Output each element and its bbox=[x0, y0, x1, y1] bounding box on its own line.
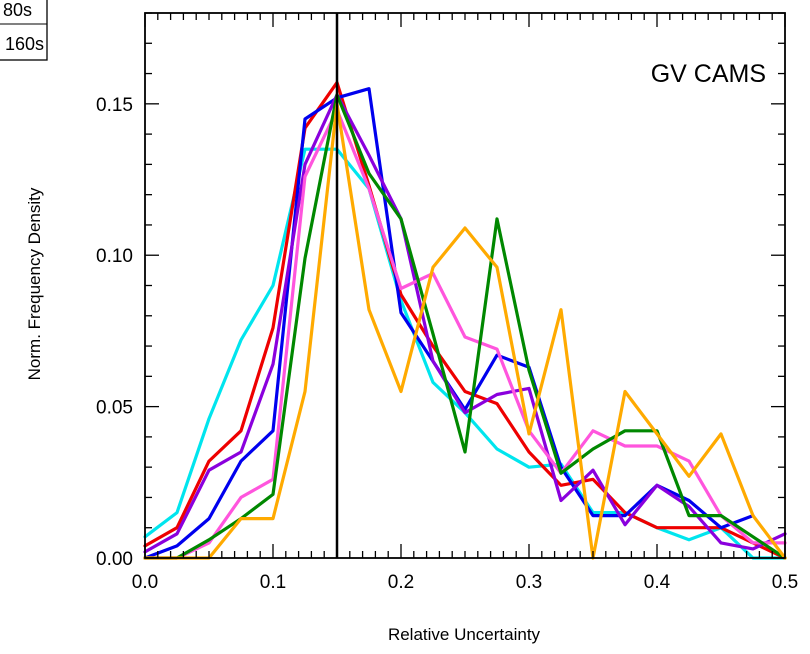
y-tick-label: 0.05 bbox=[96, 398, 133, 419]
tick-layer: 0.0 0.1 0.2 0.3 0.4 0.5 0.00 0.05 0.10 0.15 bbox=[96, 12, 798, 593]
y-axis-label: Norm. Frequency Density bbox=[25, 187, 44, 380]
annotation-text: GV CAMS bbox=[651, 60, 766, 88]
x-tick-label: 0.1 bbox=[260, 572, 286, 593]
legend: 80s 160s bbox=[0, 0, 48, 61]
y-tick-label: 0.00 bbox=[96, 549, 133, 570]
legend-entry-1: 160s bbox=[5, 34, 44, 54]
x-tick-label: 0.0 bbox=[132, 572, 158, 593]
y-tick-label: 0.15 bbox=[96, 95, 133, 116]
series-line-3 bbox=[143, 93, 787, 554]
series-layer bbox=[143, 80, 787, 560]
series-line-4 bbox=[143, 108, 787, 560]
legend-entry-0: 80s bbox=[3, 0, 32, 20]
x-axis-label: Relative Uncertainty bbox=[388, 625, 541, 644]
x-tick-label: 0.5 bbox=[772, 572, 798, 593]
x-tick-label: 0.3 bbox=[516, 572, 542, 593]
legend-box bbox=[0, 0, 48, 61]
series-line-5 bbox=[143, 93, 787, 560]
x-tick-label: 0.4 bbox=[644, 572, 671, 593]
x-tick-label: 0.2 bbox=[388, 572, 414, 593]
series-line-1 bbox=[143, 80, 787, 560]
series-line-6 bbox=[143, 102, 787, 560]
y-tick-label: 0.10 bbox=[96, 246, 133, 267]
